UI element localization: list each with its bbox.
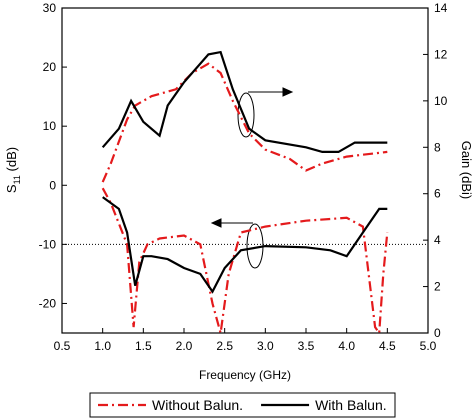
y-tick-label: -20 (39, 296, 57, 310)
arrow-head (210, 218, 222, 228)
y-label-sub: 11 (12, 175, 22, 184)
x-tick-label: 1.5 (135, 339, 152, 353)
x-tick-label: 0.5 (54, 339, 71, 353)
x-tick-label: 2.0 (176, 339, 193, 353)
annotation-ellipse (237, 92, 255, 138)
y-tick-label: 10 (43, 119, 57, 133)
y2-tick-label: 14 (434, 1, 448, 15)
y2-tick-label: 2 (434, 280, 441, 294)
x-tick-label: 1.0 (94, 339, 111, 353)
series-line (101, 62, 388, 183)
y2-tick-label: 8 (434, 140, 441, 154)
x-tick-label: 5.0 (420, 339, 437, 353)
x-tick-label: 4.5 (379, 339, 396, 353)
y-tick-label: 30 (43, 1, 57, 15)
legend-label: Without Balun. (152, 397, 243, 413)
x-tick-label: 3.5 (298, 339, 315, 353)
y2-tick-label: 0 (434, 326, 441, 340)
x-tick-label: 4.0 (338, 339, 355, 353)
legend-entries: Without Balun. With Balun. (98, 397, 387, 413)
x-axis-label: Frequency (GHz) (199, 368, 291, 382)
series-line (101, 187, 389, 337)
y-tick-label: 20 (43, 60, 57, 74)
y-tick-label: -10 (39, 237, 57, 251)
y-tick-label: 0 (49, 178, 56, 192)
y2-tick-label: 4 (434, 233, 441, 247)
plot-frame (61, 7, 429, 334)
arrow-head (282, 87, 294, 97)
y2-tick-label: 10 (434, 94, 448, 108)
y-label-main: S (4, 184, 19, 193)
legend-label: With Balun. (315, 397, 387, 413)
x-tick-label: 3.0 (257, 339, 274, 353)
series-line (102, 196, 388, 294)
y2-tick-label: 6 (434, 187, 441, 201)
y2-tick-label: 12 (434, 47, 448, 61)
x-tick-label: 2.5 (216, 339, 233, 353)
y-label-unit: (dB) (4, 147, 19, 175)
annotations (210, 87, 294, 269)
y-axis-label: S11 (dB) (4, 147, 22, 193)
series-line (101, 50, 388, 153)
y2-axis-label: Gain (dBi) (459, 141, 474, 200)
